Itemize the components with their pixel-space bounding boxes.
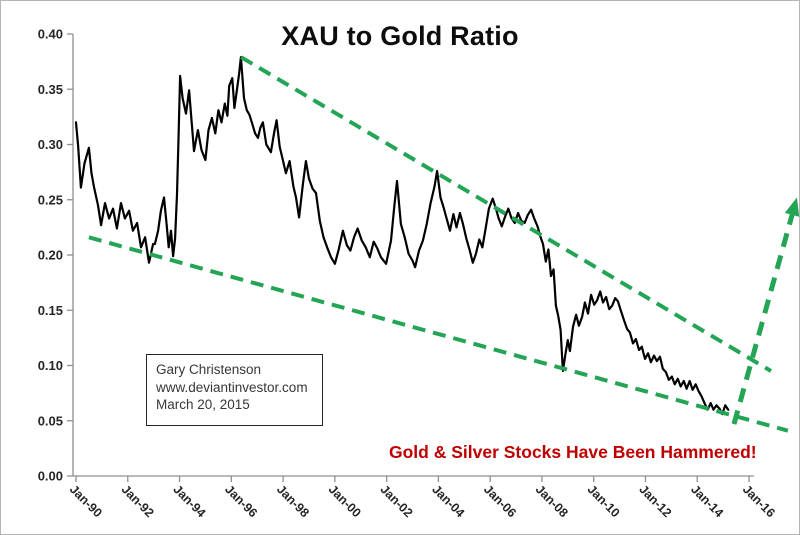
- annotation-date: March 20, 2015: [156, 397, 250, 412]
- y-tick-label: 0.20: [38, 248, 63, 263]
- annotation-author: Gary Christenson: [156, 362, 262, 377]
- x-tick-label: Jan-94: [170, 482, 208, 520]
- y-tick-labels: 0.00 0.05 0.10 0.15 0.20 0.25 0.30 0.35 0.40: [38, 27, 73, 484]
- projected-rebound-arrow: [731, 197, 799, 425]
- y-tick-label: 0.40: [38, 27, 63, 42]
- y-tick-label: 0.00: [38, 469, 63, 484]
- x-tick-labels: Jan-90 Jan-92 Jan-94 Jan-96 Jan-98 Jan-00 Jan-…: [67, 476, 778, 520]
- annotation-website: www.deviantinvestor.com: [156, 379, 308, 395]
- x-tick-label: Jan-98: [274, 482, 312, 520]
- y-tick-label: 0.15: [38, 303, 63, 318]
- y-tick-label: 0.30: [38, 137, 63, 152]
- arrow-head: [784, 197, 799, 217]
- chart-title: XAU to Gold Ratio: [281, 21, 519, 51]
- x-tick-label: Jan-04: [429, 482, 467, 520]
- x-tick-label: Jan-06: [481, 482, 519, 520]
- y-tick-label: 0.10: [38, 358, 63, 373]
- upper-channel-resistance: [240, 55, 773, 373]
- ratio-series-line: [74, 56, 730, 416]
- x-tick-label: Jan-10: [585, 482, 623, 520]
- y-tick-label: 0.05: [38, 413, 63, 428]
- x-tick-label: Jan-90: [67, 482, 105, 520]
- source-annotation-box: Gary Christenson www.deviantinvestor.com…: [146, 354, 323, 426]
- x-tick-label: Jan-02: [377, 482, 415, 520]
- x-tick-label: Jan-16: [740, 482, 778, 520]
- x-tick-label: Jan-96: [222, 482, 260, 520]
- x-tick-label: Jan-00: [326, 482, 364, 520]
- x-tick-label: Jan-14: [688, 482, 726, 520]
- x-tick-label: Jan-12: [636, 482, 674, 520]
- x-tick-label: Jan-92: [119, 482, 157, 520]
- y-tick-label: 0.35: [38, 82, 63, 97]
- x-tick-label: Jan-08: [533, 482, 571, 520]
- hammered-annotation: Gold & Silver Stocks Have Been Hammered!: [389, 442, 757, 462]
- y-tick-label: 0.25: [38, 192, 63, 207]
- lower-channel-support: [88, 235, 789, 433]
